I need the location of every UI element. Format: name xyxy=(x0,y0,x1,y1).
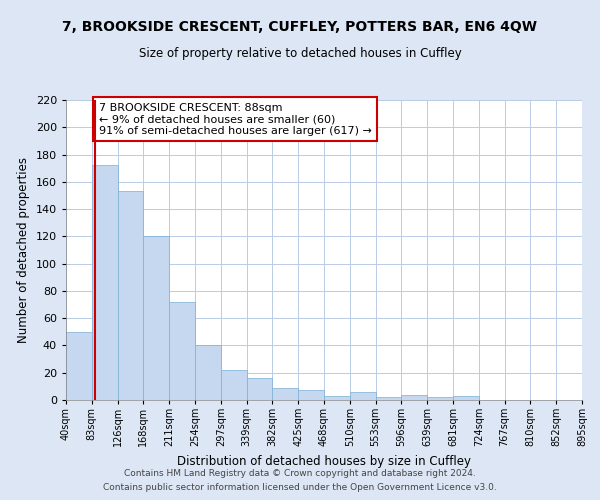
Text: Contains public sector information licensed under the Open Government Licence v3: Contains public sector information licen… xyxy=(103,484,497,492)
Bar xyxy=(298,390,324,400)
Bar xyxy=(401,394,427,400)
Text: Size of property relative to detached houses in Cuffley: Size of property relative to detached ho… xyxy=(139,48,461,60)
X-axis label: Distribution of detached houses by size in Cuffley: Distribution of detached houses by size … xyxy=(177,454,471,468)
Bar xyxy=(350,392,376,400)
Bar xyxy=(169,302,195,400)
Bar xyxy=(118,192,143,400)
Text: 7 BROOKSIDE CRESCENT: 88sqm
← 9% of detached houses are smaller (60)
91% of semi: 7 BROOKSIDE CRESCENT: 88sqm ← 9% of deta… xyxy=(98,102,371,136)
Bar xyxy=(221,370,247,400)
Bar xyxy=(324,396,350,400)
Bar xyxy=(427,398,453,400)
Y-axis label: Number of detached properties: Number of detached properties xyxy=(17,157,30,343)
Bar xyxy=(453,396,479,400)
Bar xyxy=(143,236,169,400)
Bar xyxy=(247,378,272,400)
Text: 7, BROOKSIDE CRESCENT, CUFFLEY, POTTERS BAR, EN6 4QW: 7, BROOKSIDE CRESCENT, CUFFLEY, POTTERS … xyxy=(62,20,538,34)
Bar xyxy=(376,398,401,400)
Bar xyxy=(92,166,118,400)
Text: Contains HM Land Registry data © Crown copyright and database right 2024.: Contains HM Land Registry data © Crown c… xyxy=(124,468,476,477)
Bar xyxy=(272,388,298,400)
Bar xyxy=(195,346,221,400)
Bar xyxy=(66,332,92,400)
